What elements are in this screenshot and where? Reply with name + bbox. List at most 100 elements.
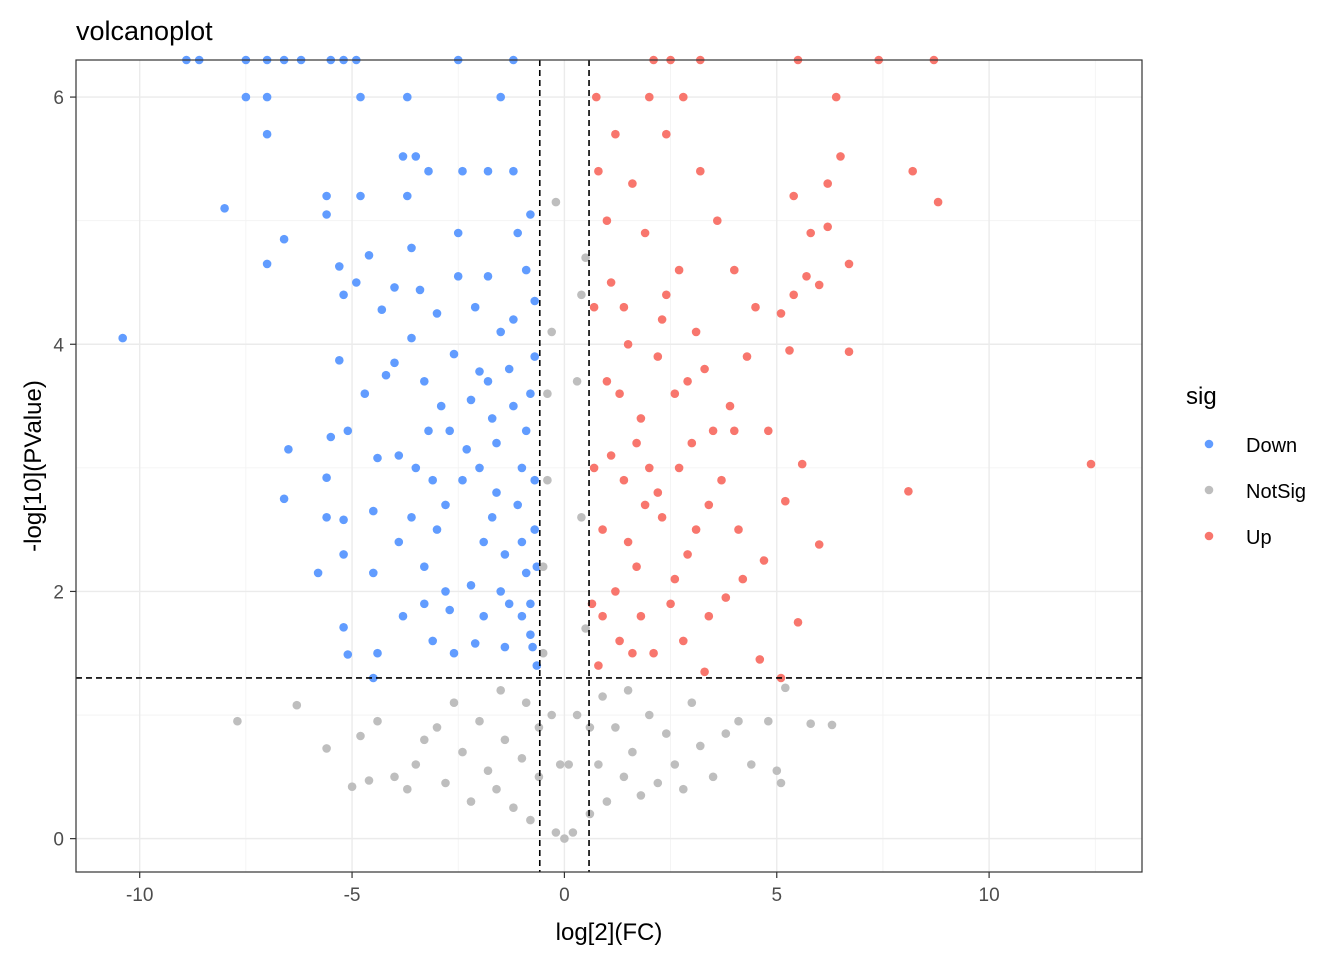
data-point-notsig [708,772,718,782]
data-point-notsig [628,747,637,757]
data-point-down [284,445,293,454]
data-point-down [504,599,514,609]
data-point-down [390,358,399,368]
data-point-up [789,290,798,300]
y-axis-ticks: 0 2 4 6 [53,88,76,851]
data-point-down [339,550,348,559]
data-point-up [636,611,646,621]
data-point-notsig [411,760,421,769]
data-point-down [407,243,416,253]
data-point-notsig [679,784,688,794]
data-point-up [734,525,743,534]
data-point-notsig [500,735,510,745]
data-point-up [844,347,854,357]
data-point-notsig [509,803,518,812]
data-point-down [483,377,493,386]
data-point-notsig [623,686,633,695]
data-point-down [530,475,539,485]
data-point-down [262,129,272,139]
data-point-down [352,278,361,287]
data-point-up [670,389,680,399]
data-point-notsig [466,797,476,806]
data-point-down [369,673,378,683]
data-point-notsig [538,562,548,571]
data-point-down [509,401,518,411]
plot-panel [75,55,1143,873]
data-point-notsig [420,735,429,745]
data-point-down [424,166,433,176]
legend: sig Down NotSig Up [1186,383,1306,549]
data-point-down [441,500,450,510]
data-point-down [262,259,272,269]
data-point-notsig [564,760,573,769]
data-point-down [360,389,370,399]
y-tick-label: 0 [53,830,64,851]
data-point-notsig [721,729,731,738]
data-point-notsig [534,772,544,782]
data-point-down [479,611,489,621]
data-point-up [653,488,663,497]
data-point-down [532,562,542,571]
y-tick-label: 2 [53,582,64,603]
data-point-down [458,475,467,485]
data-point-notsig [772,766,782,775]
data-point-up [904,487,913,496]
data-point-down [526,630,535,639]
data-point-down [496,327,506,337]
data-point-down [369,568,378,578]
data-point-up [814,280,824,290]
data-point-up [781,496,790,506]
data-point-down [326,432,336,442]
data-point-notsig [517,754,527,763]
data-point-up [662,290,671,300]
data-point-notsig [577,513,586,522]
data-point-notsig [619,772,629,782]
data-point-down [532,661,542,670]
data-point-notsig [585,723,595,732]
data-point-down [420,599,429,609]
data-point-notsig [572,710,582,720]
x-tick-label: 5 [771,885,782,906]
data-point-down [335,262,344,271]
data-point-notsig [521,698,531,707]
data-point-up [645,463,654,473]
data-point-notsig [347,782,357,791]
data-point-up [814,540,824,549]
data-point-down [432,309,442,318]
data-point-down [487,513,497,522]
legend-label-up: Up [1246,527,1272,549]
data-point-up [589,302,599,312]
x-tick-label: -5 [344,885,361,906]
data-point-up [594,166,603,176]
data-point-up [836,152,845,161]
series-down [118,55,542,683]
data-point-down [339,290,348,300]
data-point-notsig [747,760,756,769]
data-point-up [623,340,633,349]
data-point-up [789,191,798,201]
data-point-up [640,228,650,238]
data-point-down [339,623,348,632]
data-point-down [377,305,387,315]
x-axis-title: log[2](FC) [556,919,663,946]
data-point-up [611,587,620,596]
data-point-down [517,537,527,547]
legend-label-notsig: NotSig [1246,481,1306,503]
data-point-notsig [560,834,569,843]
data-point-notsig [432,723,442,732]
legend-label-down: Down [1246,435,1297,457]
data-point-down [403,191,412,201]
data-point-down [496,92,506,102]
data-point-down [343,650,353,659]
data-point-down [411,463,421,473]
data-point-notsig [475,716,484,726]
data-point-down [521,265,531,275]
data-point-notsig [449,698,459,707]
data-point-notsig [645,710,654,720]
y-tick-label: 4 [53,335,64,356]
data-point-down [428,475,438,485]
data-point-up [806,228,815,238]
data-point-up [628,648,637,658]
x-axis-ticks: -10 -5 0 5 10 [126,872,1000,906]
data-point-up [592,92,601,102]
